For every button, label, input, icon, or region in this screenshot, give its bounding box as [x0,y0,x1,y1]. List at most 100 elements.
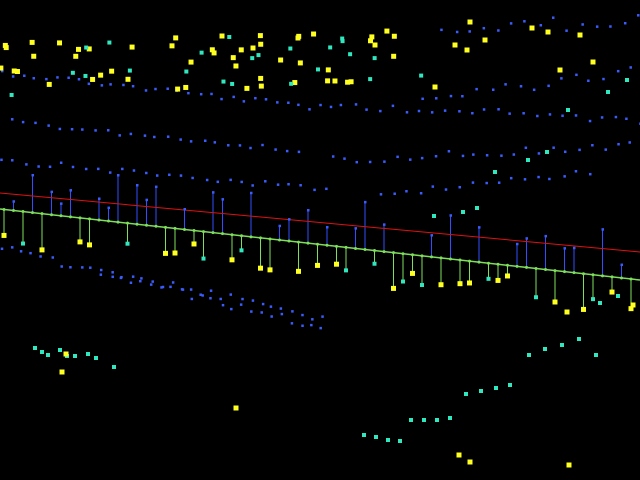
line-node [164,225,167,229]
line-node [392,251,395,255]
line-node [468,259,471,263]
blue-dot [625,117,628,121]
blue-dot [297,103,300,107]
yellow-point [452,42,458,48]
blue-dot [482,108,486,111]
line-node [154,224,158,228]
blue-dot [168,173,171,177]
blue-dot [99,268,103,272]
blue-dot [221,198,224,201]
blue-dot [430,234,433,237]
blue-dot [179,174,183,177]
blue-dot [482,26,486,30]
blue-dot [331,155,335,158]
line-node [620,276,623,280]
cyan-point [125,241,130,246]
yellow-point [169,43,175,49]
cyan-point [9,92,14,97]
cyan-point [435,418,439,422]
line-node [107,219,110,223]
blue-dot [379,109,382,113]
blue-dot [249,146,252,150]
blue-dot [539,24,543,27]
blue-dot [355,160,359,164]
cyan-point [374,435,378,439]
yellow-point [348,79,354,85]
yellow-point [1,232,7,238]
line-node [50,213,53,217]
cyan-point [199,50,204,55]
line-node [487,261,490,265]
blue-dot [250,310,253,313]
blue-dot [326,225,329,229]
blue-dot [59,161,63,164]
blue-dot [155,185,158,189]
blue-dot [70,127,74,131]
yellow-point [98,72,104,78]
blue-dot [354,227,357,230]
yellow-point [258,83,264,89]
blue-dot [354,103,358,106]
line-node [135,222,139,226]
blue-dot [220,97,223,101]
line-node [382,250,386,254]
blue-dot [56,76,59,79]
yellow-point [0,65,4,71]
blue-dot [391,104,395,108]
blue-dot [601,228,604,231]
blue-dot [279,307,283,310]
cyan-point [227,35,232,40]
cyan-point [288,46,293,51]
cyan-point [598,301,602,305]
line-node [59,214,63,218]
blue-dot [139,279,142,283]
blue-dot [578,148,581,152]
blue-dot [23,74,26,77]
cyan-point [201,256,206,261]
line-node [183,227,186,231]
cyan-point [70,70,75,75]
blue-dot [421,97,424,101]
blue-dot [581,23,584,26]
blue-dot [508,112,511,115]
blue-dot [108,171,112,174]
blue-dot [299,184,302,187]
blue-dot [60,265,63,268]
line-node [145,223,148,227]
cyan-point [461,210,465,214]
blue-dot [537,175,540,179]
blue-dot [523,20,526,23]
cyan-point [594,353,598,357]
blue-dot [548,113,552,116]
yellow-point [163,250,168,256]
blue-dot [145,198,148,202]
yellow-point [552,299,558,305]
blue-dot [420,156,424,160]
blue-dot [209,296,212,300]
blue-dot [509,176,513,180]
blue-dot [97,167,100,171]
cyan-point [315,67,320,72]
line-node [534,266,538,270]
line-node [439,256,443,260]
cyan-point [184,69,189,74]
cyan-point [372,261,377,266]
line-node [221,232,224,236]
blue-dot [574,170,578,173]
blue-dot [297,150,301,154]
yellow-point [11,68,17,74]
blue-dot [219,297,222,301]
yellow-point [590,59,596,65]
yellow-point [76,46,82,52]
blue-dot [522,112,525,115]
blue-dot [19,250,23,253]
line-node [582,272,585,276]
blue-dot [491,88,495,91]
cyan-point [401,279,405,284]
blue-dot [365,108,368,111]
blue-dot [435,97,438,100]
blue-dot [291,310,294,313]
yellow-point [482,37,488,43]
blue-dot [509,22,513,25]
